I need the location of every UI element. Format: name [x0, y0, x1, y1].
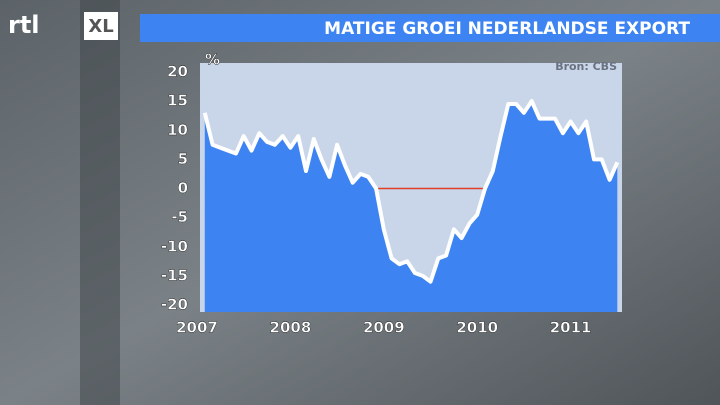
y-tick-label: 15 [167, 92, 188, 110]
y-tick-label: -20 [161, 296, 188, 314]
x-tick-label: 2010 [456, 319, 498, 337]
y-tick-label: -5 [171, 208, 188, 226]
y-tick-label: 5 [178, 150, 188, 168]
x-tick-label: 2011 [550, 319, 592, 337]
line [202, 99, 620, 284]
plot: -20 -15 -10 -5 0 5 10 15 20 2007 2008 2009 2010 2011%… [161, 50, 622, 337]
source: Bron: CBS [555, 60, 617, 73]
x-tick-label: 2007 [176, 319, 218, 337]
x-tick-label: 2008 [270, 319, 312, 337]
y-tick-label: 10 [167, 121, 188, 139]
background-pillar [80, 0, 120, 405]
x-tick-label: 2009 [363, 319, 405, 337]
logo: XL [88, 16, 113, 37]
y-axis-unit: % [205, 51, 220, 69]
chart-title: MATIGE GROEI NEDERLANDSE EXPORT [324, 19, 690, 39]
title-bar [140, 14, 720, 42]
y-tick-label: 20 [167, 63, 188, 81]
logo: rtl [8, 11, 40, 39]
area [204, 101, 618, 312]
y-tick-label: -10 [161, 237, 188, 255]
logo-box [84, 12, 118, 40]
y-tick-label: 0 [178, 179, 188, 197]
y-tick-label: -15 [161, 266, 188, 284]
